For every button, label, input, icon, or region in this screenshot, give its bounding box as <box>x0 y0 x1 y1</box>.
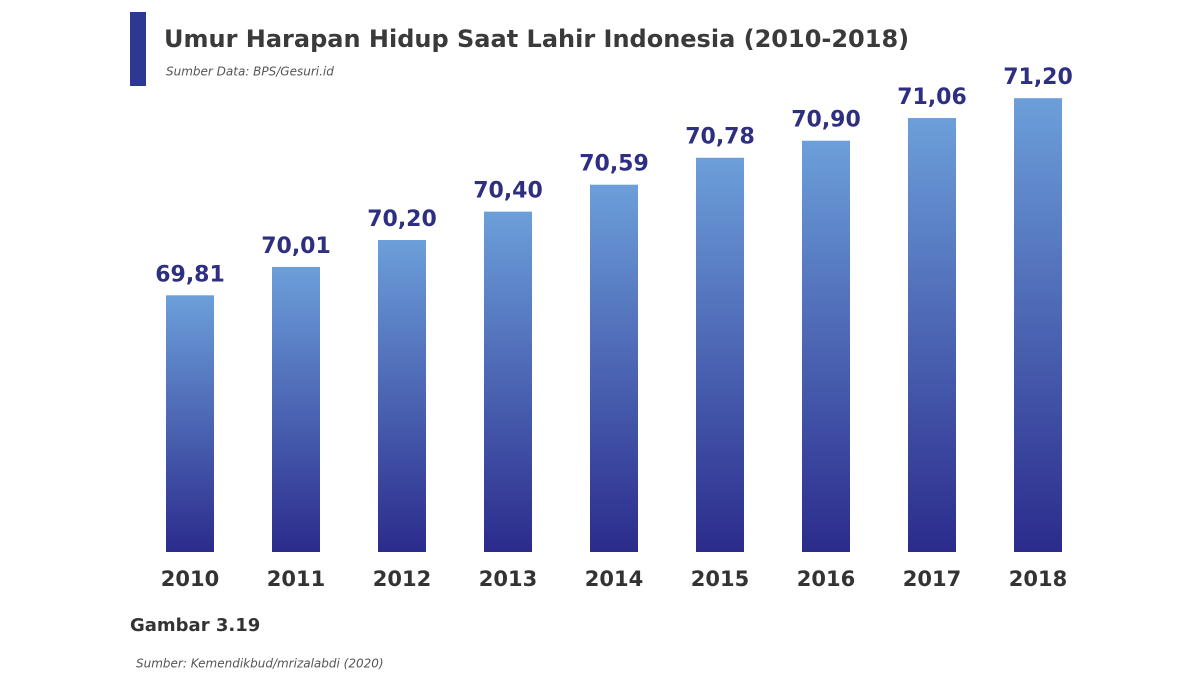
value-label: 70,78 <box>685 125 755 150</box>
bar <box>378 240 426 552</box>
x-tick-label: 2013 <box>479 567 537 591</box>
chart-subtitle: Sumber Data: BPS/Gesuri.id <box>166 65 334 79</box>
x-tick-label: 2018 <box>1009 567 1067 591</box>
value-label: 70,01 <box>261 234 331 259</box>
value-label: 69,81 <box>155 262 225 287</box>
figure-caption: Gambar 3.19 <box>130 615 260 636</box>
chart-title: Umur Harapan Hidup Saat Lahir Indonesia … <box>164 25 909 53</box>
value-label: 70,59 <box>579 152 649 177</box>
value-label: 70,40 <box>473 179 543 204</box>
value-label: 71,20 <box>1003 65 1073 90</box>
bar <box>484 211 532 553</box>
bar <box>696 157 744 552</box>
source-note: Sumber: Kemendikbud/mrizalabdi (2020) <box>136 657 384 671</box>
x-tick-label: 2011 <box>267 567 325 591</box>
bar <box>272 266 320 552</box>
value-label: 70,90 <box>791 108 861 133</box>
x-tick-label: 2014 <box>585 567 643 591</box>
bar <box>908 118 956 552</box>
x-tick-label: 2010 <box>161 567 219 591</box>
x-tick-label: 2017 <box>903 567 961 591</box>
x-tick-label: 2015 <box>691 567 749 591</box>
bar <box>166 295 214 552</box>
x-tick-label: 2016 <box>797 567 855 591</box>
bar <box>590 184 638 552</box>
value-label: 71,06 <box>897 85 967 110</box>
bar <box>1014 98 1062 552</box>
value-label: 70,20 <box>367 207 437 232</box>
title-accent <box>130 12 146 86</box>
x-tick-label: 2012 <box>373 567 431 591</box>
bar <box>802 140 850 552</box>
